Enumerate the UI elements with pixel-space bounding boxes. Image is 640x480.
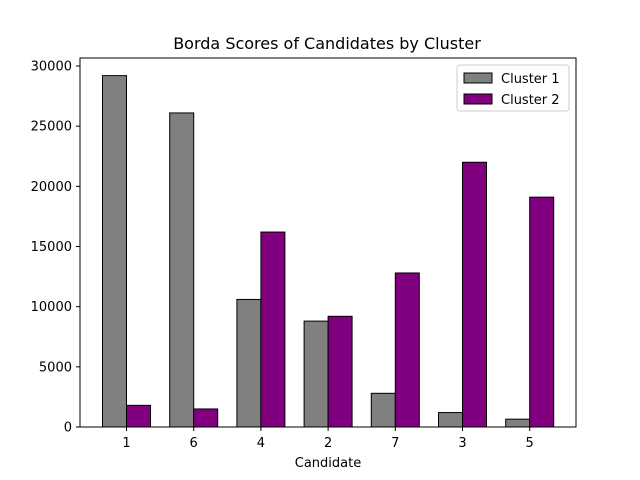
bar-cluster-2-6 xyxy=(193,408,219,428)
bar-cluster-1-6 xyxy=(169,112,195,428)
y-tick-label: 10000 xyxy=(31,300,72,315)
legend-swatch-2 xyxy=(463,93,493,105)
x-tick-label: 1 xyxy=(122,436,130,451)
y-tick-label: 15000 xyxy=(31,240,72,255)
y-tick-label: 25000 xyxy=(31,120,72,135)
y-tick-label: 20000 xyxy=(31,180,72,195)
legend-label-1: Cluster 1 xyxy=(501,72,560,87)
x-tick-label: 2 xyxy=(324,436,332,451)
chart-title: Borda Scores of Candidates by Cluster xyxy=(173,34,481,53)
y-tick-label: 30000 xyxy=(31,60,72,75)
bar-cluster-1-3 xyxy=(438,412,463,428)
bar-cluster-1-5 xyxy=(505,418,531,428)
bar-cluster-2-2 xyxy=(327,315,353,428)
legend-swatch-1 xyxy=(463,72,493,84)
y-tick-label: 5000 xyxy=(39,360,72,375)
x-tick-label: 4 xyxy=(257,436,265,451)
y-axis: 0 5000 10000 15000 20000 25000 30000 xyxy=(31,60,80,436)
bar-cluster-1-1 xyxy=(102,75,127,428)
bar-cluster-1-7 xyxy=(370,392,396,428)
plot-frame xyxy=(79,57,577,428)
bar-cluster-1-2 xyxy=(303,320,329,428)
x-axis-label: Candidate xyxy=(295,456,361,471)
x-axis: 1 6 4 2 7 3 5 xyxy=(122,427,534,451)
bar-cluster-2-1 xyxy=(126,404,151,428)
bar-cluster-2-4 xyxy=(260,231,286,428)
bar-cluster-1-4 xyxy=(236,298,262,428)
x-tick-label: 6 xyxy=(190,436,198,451)
bar-cluster-2-3 xyxy=(462,161,487,428)
bar-cluster-2-7 xyxy=(394,272,420,428)
x-tick-label: 5 xyxy=(526,436,534,451)
x-tick-label: 3 xyxy=(458,436,466,451)
legend-label-2: Cluster 2 xyxy=(501,93,560,108)
x-tick-label: 7 xyxy=(391,436,399,451)
bars-group xyxy=(102,75,555,428)
y-tick-label: 0 xyxy=(64,421,72,436)
bar-cluster-2-5 xyxy=(529,196,555,428)
legend: Cluster 1 Cluster 2 xyxy=(456,64,570,112)
